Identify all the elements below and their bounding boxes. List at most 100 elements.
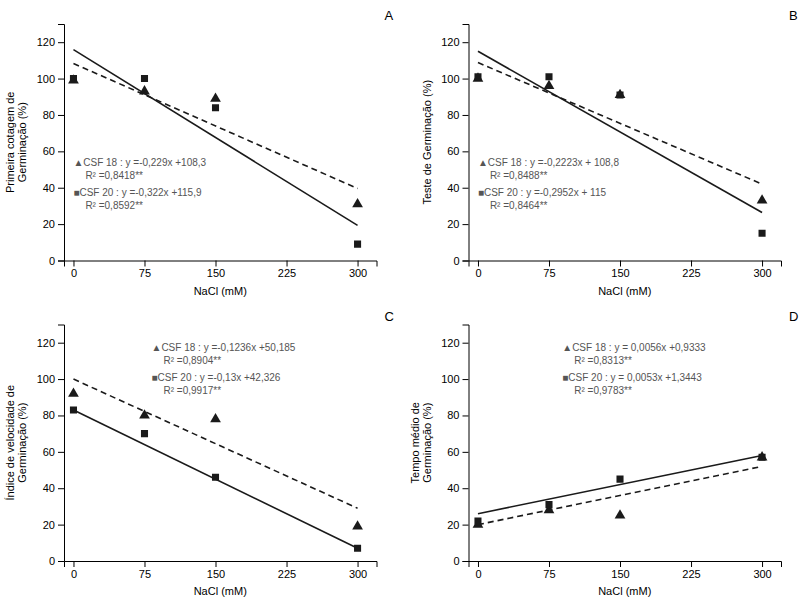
y-axis-line <box>58 25 65 262</box>
x-tick: 75 <box>543 261 555 280</box>
y-tick-label: 40 <box>43 482 55 494</box>
x-tick-label: 0 <box>71 267 77 279</box>
y-tick-label: 60 <box>447 446 459 458</box>
y-tick-label: 80 <box>43 109 55 121</box>
x-axis-line <box>65 562 378 568</box>
x-axis-line <box>469 261 782 267</box>
y-tick-label: 40 <box>447 182 459 194</box>
y-tick: 0 <box>49 555 64 567</box>
y-tick-label: 40 <box>447 482 459 494</box>
y-tick-mark <box>463 79 469 80</box>
y-tick: 60 <box>43 446 64 458</box>
y-tick: 20 <box>43 218 64 230</box>
x-tick-mark <box>620 561 621 567</box>
x-tick: 150 <box>611 561 629 580</box>
y-tick: 40 <box>43 482 64 494</box>
y-tick: 100 <box>441 373 468 385</box>
x-tick-label: 75 <box>543 568 555 580</box>
y-tick-mark <box>58 42 64 43</box>
y-tick-label: 0 <box>453 555 459 567</box>
y-tick: 100 <box>37 73 64 85</box>
y-tick-label: 0 <box>49 255 55 267</box>
regression-line <box>73 63 357 188</box>
y-tick-mark <box>463 261 469 262</box>
data-point <box>212 474 219 481</box>
regression-line <box>73 410 357 548</box>
x-tick: 0 <box>475 261 481 280</box>
y-tick-label: 80 <box>447 409 459 421</box>
x-tick-mark <box>691 561 692 567</box>
data-point <box>615 509 626 518</box>
regression-line <box>478 455 762 513</box>
data-point <box>473 72 484 81</box>
data-point <box>545 501 552 508</box>
equation-annotation: R² =0,9917** <box>164 385 222 396</box>
data-point <box>354 545 361 552</box>
y-tick-label: 20 <box>447 519 459 531</box>
y-tick: 0 <box>49 255 64 267</box>
x-tick-label: 225 <box>278 568 296 580</box>
data-point <box>70 75 77 82</box>
x-tick-mark <box>620 261 621 267</box>
data-point <box>141 430 148 437</box>
y-tick-mark <box>463 115 469 116</box>
y-axis-label: Índice de velocidade deGerminação (%) <box>4 385 28 501</box>
y-axis-label: Tempo médio deGerminação (%) <box>409 402 433 483</box>
equation-annotation: R² =0,8904** <box>164 355 222 366</box>
y-axis-line <box>463 25 470 262</box>
x-axis-label: NaCl (mM) <box>194 285 247 297</box>
y-tick-label: 60 <box>447 145 459 157</box>
x-tick-label: 0 <box>71 568 77 580</box>
y-axis-label: Primeira cotagem deGerminação (%) <box>4 92 28 194</box>
y-tick-mark <box>58 188 64 189</box>
y-axis: 020406080100120 <box>441 325 469 567</box>
data-point <box>473 518 484 527</box>
y-tick-mark <box>463 525 469 526</box>
equation-annotation: ■CSF 20 : y =-0,322x +115,9 <box>73 187 202 198</box>
x-tick: 225 <box>682 261 700 280</box>
y-tick-mark <box>58 488 64 489</box>
plot-area <box>473 51 768 236</box>
x-tick-label: 225 <box>682 568 700 580</box>
y-tick-label: 100 <box>37 373 55 385</box>
x-tick: 225 <box>278 561 296 580</box>
x-tick: 300 <box>349 561 367 580</box>
x-tick: 150 <box>611 261 629 280</box>
data-point <box>759 454 766 461</box>
data-point <box>474 73 481 80</box>
panel-label: A <box>385 8 394 23</box>
y-tick-mark <box>463 224 469 225</box>
panel: 075150225300020406080100120NaCl (mM)Temp… <box>409 309 799 598</box>
equation-annotation: R² =0,8592** <box>85 200 143 211</box>
x-tick-mark <box>478 561 479 567</box>
y-tick-mark <box>463 379 469 380</box>
y-tick-mark <box>463 343 469 344</box>
y-tick-mark <box>463 151 469 152</box>
y-tick: 100 <box>37 373 64 385</box>
panel-label: C <box>385 309 394 324</box>
equation-annotation: ■CSF 20 : y =-0,2952x + 115 <box>478 187 607 198</box>
y-axis-line <box>463 325 470 562</box>
data-point <box>210 413 221 422</box>
y-tick-label: 120 <box>37 36 55 48</box>
equation-annotation: R² =0,8464** <box>490 200 548 211</box>
regression-line <box>478 51 762 212</box>
y-tick-mark <box>463 561 469 562</box>
data-point <box>70 406 77 413</box>
data-point <box>615 89 626 98</box>
x-tick-label: 0 <box>475 568 481 580</box>
x-axis-label: NaCl (mM) <box>194 585 247 597</box>
y-tick-label: 60 <box>43 446 55 458</box>
y-tick-label: 0 <box>49 555 55 567</box>
x-tick-mark <box>691 261 692 267</box>
y-tick-label: 100 <box>441 373 459 385</box>
y-tick-mark <box>58 343 64 344</box>
x-tick: 75 <box>139 261 151 280</box>
y-axis-label: Teste de Germinação (%) <box>421 80 433 205</box>
x-tick: 300 <box>753 261 771 280</box>
y-tick-mark <box>58 151 64 152</box>
y-tick: 80 <box>447 109 468 121</box>
x-tick: 300 <box>753 561 771 580</box>
data-point <box>68 387 79 396</box>
y-tick-mark <box>463 488 469 489</box>
